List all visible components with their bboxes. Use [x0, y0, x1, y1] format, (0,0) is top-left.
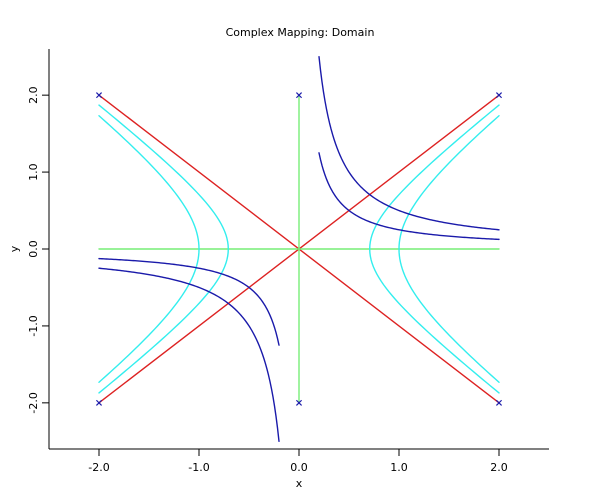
x-axis-label: x — [296, 477, 303, 490]
point-marker — [95, 399, 103, 406]
y-tick-label: 0.0 — [27, 240, 40, 258]
point-marker — [295, 92, 303, 99]
y-tick-label: -2.0 — [27, 392, 40, 413]
series-re-right-1 — [398, 115, 500, 383]
point-marker — [295, 399, 303, 406]
series-im-q1-05 — [318, 55, 500, 231]
chart-title: Complex Mapping: Domain — [226, 26, 375, 39]
x-tick-label: 1.0 — [390, 461, 408, 474]
series-re-right-05 — [369, 104, 500, 394]
y-tick-label: 1.0 — [27, 163, 40, 181]
series-im-q1-025 — [318, 152, 500, 241]
series-re-left-1 — [98, 115, 200, 383]
y-tick-label: 2.0 — [27, 86, 40, 104]
point-marker — [495, 399, 503, 406]
y-axis-label: y — [8, 245, 21, 252]
x-tick-label: 0.0 — [290, 461, 308, 474]
series-re-left-05 — [98, 104, 229, 394]
point-marker — [495, 92, 503, 99]
x-tick-label: -1.0 — [188, 461, 209, 474]
plot-area — [95, 55, 503, 443]
x-tick-label: -2.0 — [88, 461, 109, 474]
axes: -2.0 -1.0 0.0 1.0 2.0 -2.0 -1.0 0.0 1.0 2.0 — [27, 49, 549, 474]
series-im-q3-05 — [98, 267, 280, 443]
series-im-q3-025 — [98, 257, 280, 346]
x-tick-label: 2.0 — [490, 461, 508, 474]
point-marker — [95, 92, 103, 99]
y-tick-label: -1.0 — [27, 315, 40, 336]
